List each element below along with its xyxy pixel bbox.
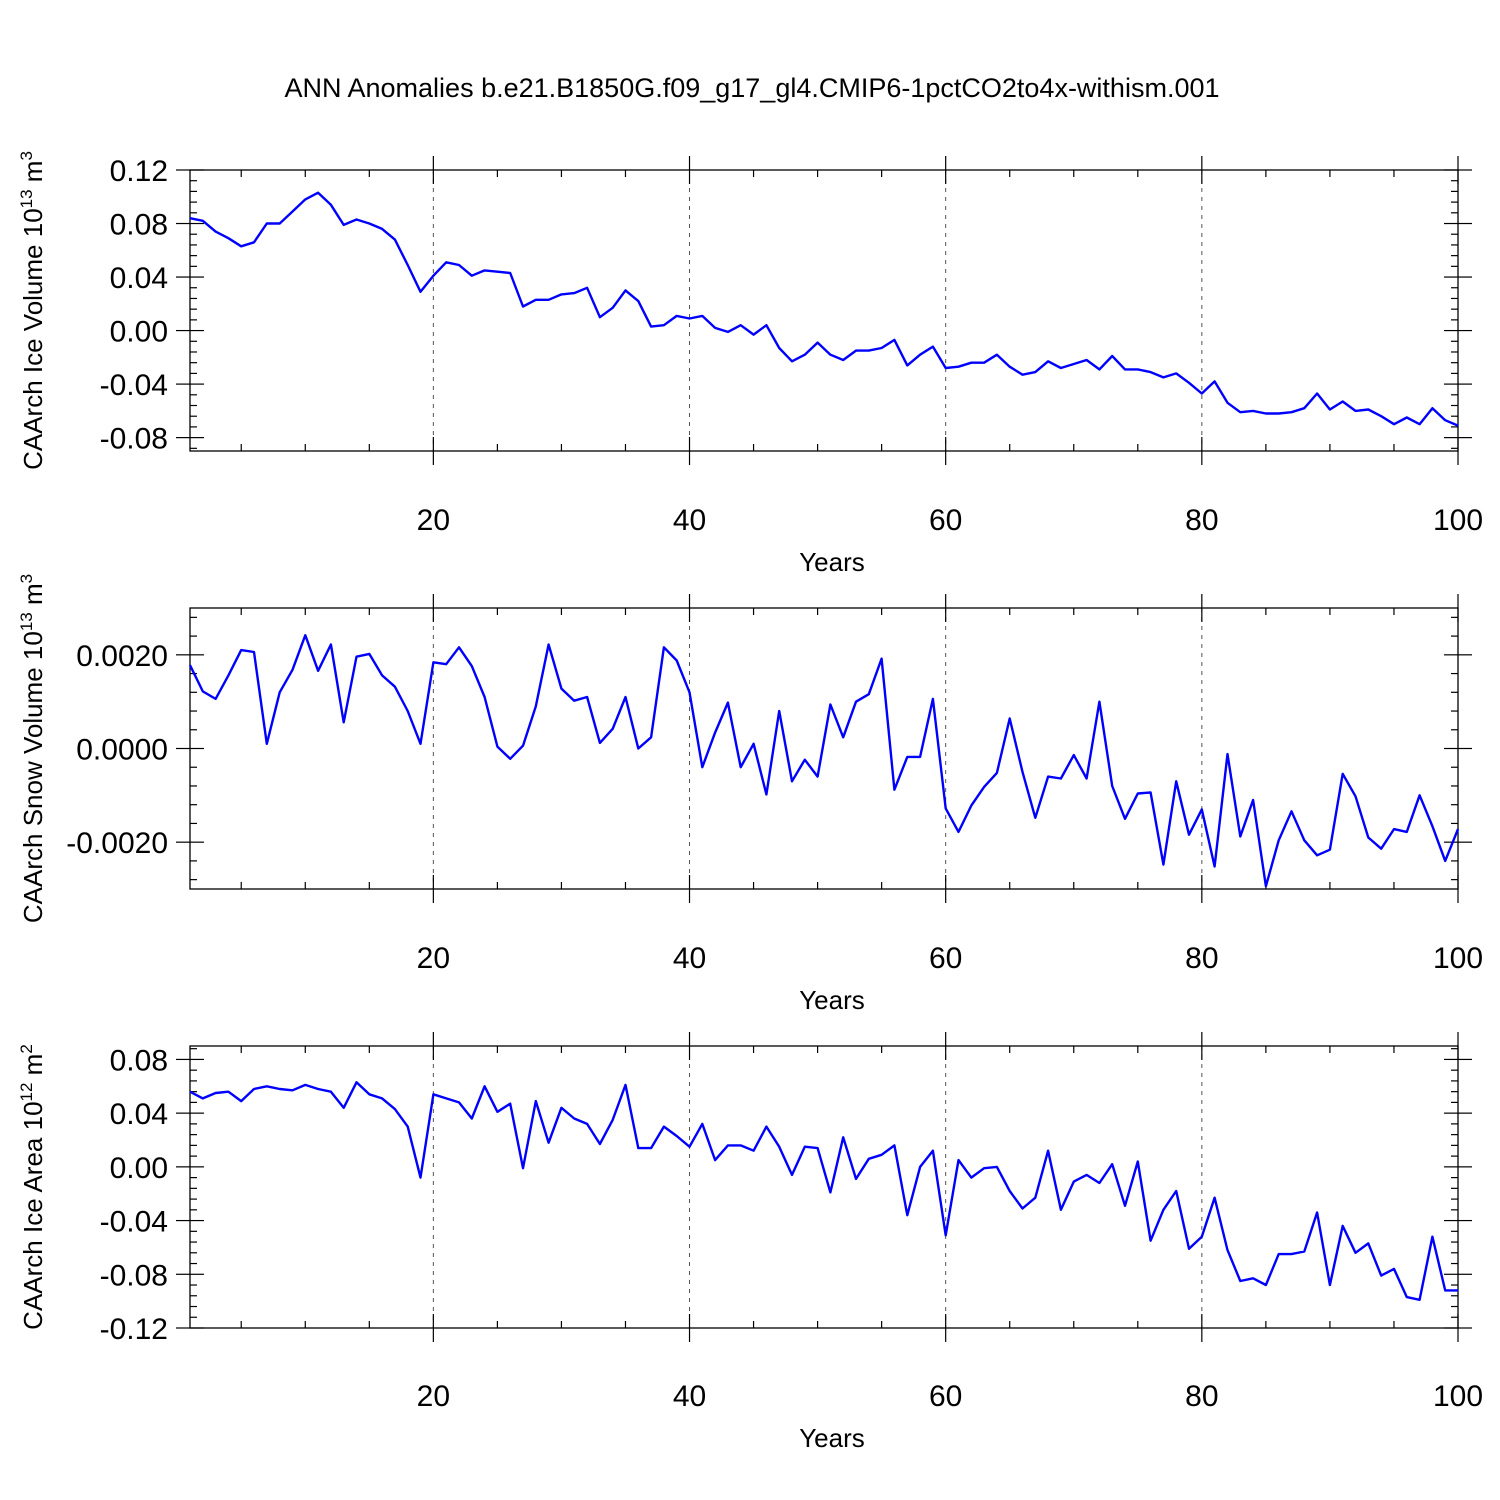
x-tick-label: 60 xyxy=(929,504,962,537)
y-tick-label: -0.04 xyxy=(100,369,168,402)
plot-frame xyxy=(189,1045,1459,1329)
y-tick-label: 0.04 xyxy=(110,1098,168,1131)
y-axis-title-exponent: 12 xyxy=(17,1083,36,1102)
y-tick-label: -0.08 xyxy=(100,1259,168,1292)
y-tick-label: -0.08 xyxy=(100,423,168,456)
x-tick-label: 100 xyxy=(1433,1380,1483,1413)
x-tick-label: 20 xyxy=(417,504,450,537)
y-tick-label: -0.0020 xyxy=(66,827,168,860)
chart-panel-3: 20 40 60 80 100 -0.12 -0.08 -0.04 0.00 0.04 0.08 Ye… xyxy=(17,1032,1483,1453)
y-tick-label: -0.04 xyxy=(100,1206,168,1239)
y-tick-label: 0.00 xyxy=(110,316,168,349)
x-axis-title: Years xyxy=(799,1423,865,1453)
y-axis-title-unit: m xyxy=(18,1054,48,1083)
y-axis-title-unit: m xyxy=(18,583,48,612)
x-axis-title: Years xyxy=(799,985,865,1015)
y-axis-title-unit-power: 3 xyxy=(17,574,36,583)
y-tick-label: 0.0000 xyxy=(76,734,168,767)
y-tick-label: 0.08 xyxy=(110,1044,168,1077)
series-line-ice_volume xyxy=(189,191,1459,427)
x-tick-label: 40 xyxy=(673,504,706,537)
y-axis-title-unit-power: 3 xyxy=(17,151,36,160)
plot-frame xyxy=(189,607,1459,890)
chart-panel-2: 20 40 60 80 100 -0.0020 0.0000 0.0020 Years CAArc… xyxy=(17,574,1483,1015)
x-tick-label: 100 xyxy=(1433,942,1483,975)
x-axis-title: Years xyxy=(799,547,865,577)
series-line-snow_volume xyxy=(188,634,1460,888)
y-tick-label: -0.12 xyxy=(100,1313,168,1346)
x-tick-label: 20 xyxy=(417,1380,450,1413)
y-axis-title: CAArch Ice Area 1012 m2 xyxy=(17,1044,48,1330)
series-line-ice_area xyxy=(189,1081,1458,1302)
y-axis-title-main: CAArch Ice Volume 10 xyxy=(18,208,48,470)
y-axis-title-exponent: 13 xyxy=(17,189,36,208)
panels: 20 40 60 80 100 -0.08 -0.04 0.00 0.04 0.08 0.12 Yea… xyxy=(17,151,1483,1453)
x-tick-label: 80 xyxy=(1185,1380,1218,1413)
chart-panel-1: 20 40 60 80 100 -0.08 -0.04 0.00 0.04 0.08 0.12 Yea… xyxy=(17,151,1483,577)
y-tick-label: 0.00 xyxy=(110,1152,168,1185)
y-tick-label: 0.04 xyxy=(110,262,168,295)
x-tick-label: 60 xyxy=(929,1380,962,1413)
x-tick-label: 40 xyxy=(673,1380,706,1413)
plot-frame xyxy=(189,169,1459,452)
y-axis-title-main: CAArch Snow Volume 10 xyxy=(18,631,48,923)
x-tick-label: 40 xyxy=(673,942,706,975)
x-tick-label: 100 xyxy=(1433,504,1483,537)
y-axis-title-unit-power: 2 xyxy=(17,1044,36,1053)
x-tick-label: 60 xyxy=(929,942,962,975)
y-tick-label: 0.12 xyxy=(110,155,168,188)
figure-title: ANN Anomalies b.e21.B1850G.f09_g17_gl4.C… xyxy=(284,73,1219,103)
y-axis-title: CAArch Snow Volume 1013 m3 xyxy=(17,574,48,923)
y-axis-title-unit: m xyxy=(18,161,48,190)
y-tick-label: 0.08 xyxy=(110,209,168,242)
y-axis-title-exponent: 13 xyxy=(17,612,36,631)
y-axis-title-main: CAArch Ice Area 10 xyxy=(18,1101,48,1329)
y-tick-label: 0.0020 xyxy=(76,640,168,673)
x-tick-label: 80 xyxy=(1185,942,1218,975)
x-tick-label: 80 xyxy=(1185,504,1218,537)
y-axis-title: CAArch Ice Volume 1013 m3 xyxy=(17,151,48,470)
x-tick-label: 20 xyxy=(417,942,450,975)
